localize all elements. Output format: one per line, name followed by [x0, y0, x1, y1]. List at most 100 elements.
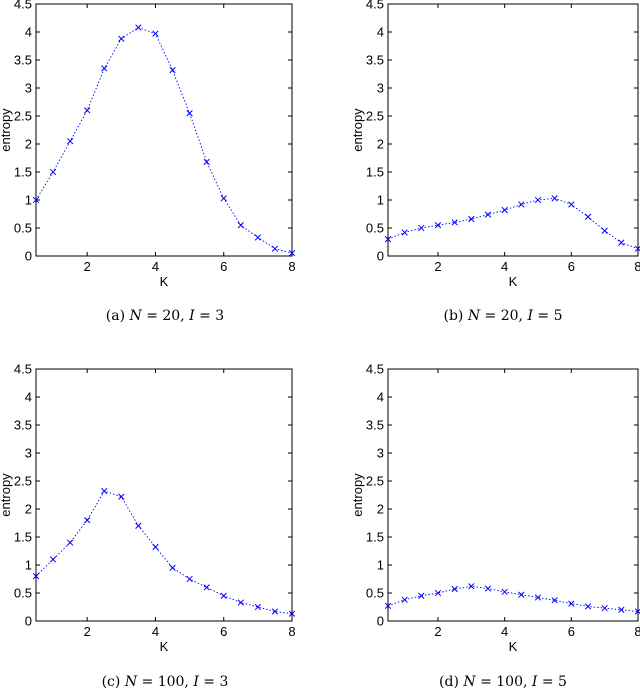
chart2-caption-i-symbol: I: [526, 308, 533, 324]
chart1-point: [203, 158, 210, 166]
chart4-ylabel: entropy: [350, 473, 365, 517]
chart3-ytick-label: 3.5: [14, 418, 32, 433]
chart1-xlabel: K: [160, 274, 169, 289]
chart1-ytick-label: 2.5: [14, 109, 32, 124]
chart1-point: [254, 234, 262, 241]
chart4-axes-frame: [387, 368, 639, 622]
chart3-ytick-label: 0: [25, 614, 32, 629]
chart2-point: [551, 195, 558, 202]
chart2-point: [484, 211, 492, 218]
chart2-xtick-label: 8: [634, 259, 640, 274]
chart2-caption-n-symbol: N: [467, 308, 481, 324]
chart1-point: [32, 196, 40, 204]
chart4-series-line: [387, 585, 639, 612]
chart4-ytick-label: 0.5: [366, 586, 384, 601]
chart4-point: [601, 604, 608, 612]
chart3-ytick-label: 3: [25, 446, 32, 461]
chart3-ytick-label: 2: [25, 502, 32, 517]
chart1-xtick-label: 2: [84, 259, 91, 274]
chart2-ytick-label: 4.5: [366, 0, 384, 12]
chart4-ytick-label: 1: [377, 558, 384, 573]
chart2-ytick-label: 2.5: [366, 109, 384, 124]
chart3-point: [84, 517, 91, 524]
chart3-caption-n-symbol: N: [124, 674, 138, 690]
chart2-caption: (b) N = 20, I = 5: [443, 308, 562, 324]
chart1-point: [135, 24, 142, 31]
chart3-axes-frame: [35, 368, 293, 622]
chart1-caption-letter: (a): [106, 308, 130, 324]
chart3-point: [271, 608, 279, 615]
chart4-xtick-label: 6: [568, 624, 575, 639]
chart3-point: [101, 487, 108, 495]
chart2-xlabel: K: [509, 274, 518, 289]
chart4-ytick-label: 2.5: [366, 474, 384, 489]
chart3-point: [135, 522, 142, 529]
chart4-xtick-label: 2: [434, 624, 441, 639]
chart3-point: [169, 564, 176, 571]
chart3-point: [152, 543, 159, 551]
chart1-axes-frame: [35, 3, 293, 257]
chart4-point: [384, 602, 392, 610]
chart4-point: [451, 585, 458, 593]
chart3-caption-i-value: = 3: [199, 674, 229, 690]
chart3-ytick-label: 2.5: [14, 474, 32, 489]
chart4-point: [401, 596, 408, 603]
chart2-caption-n-value: = 20,: [480, 308, 527, 324]
chart2-point: [601, 227, 608, 234]
chart3-point: [186, 575, 193, 583]
chart4-caption-n-symbol: N: [462, 674, 476, 690]
chart3-ytick-label: 1: [25, 558, 32, 573]
chart4-xtick-label: 8: [634, 624, 640, 639]
chart3-caption-n-value: = 100,: [137, 674, 193, 690]
chart2-point: [568, 201, 575, 208]
chart2-point: [468, 215, 475, 223]
chart3-point: [32, 573, 40, 580]
chart3-ytick-label: 4: [25, 390, 32, 405]
chart4-point: [501, 588, 508, 596]
chart3-xlabel: K: [160, 639, 169, 654]
chart4-xtick-label: 4: [501, 624, 508, 639]
chart2-ytick-label: 3.5: [366, 53, 384, 68]
chart1-ytick-label: 3.5: [14, 53, 32, 68]
chart2-point: [584, 213, 592, 220]
chart3-xtick-label: 2: [84, 624, 91, 639]
chart1-xtick-label: 4: [152, 259, 159, 274]
chart4-point: [418, 592, 425, 599]
chart2-point: [418, 224, 425, 232]
chart3-ytick-label: 0.5: [14, 586, 32, 601]
chart2-point: [618, 239, 625, 246]
chart3-point: [203, 584, 210, 591]
chart1-ylabel: entropy: [0, 108, 13, 152]
chart1-ytick-label: 1.5: [14, 165, 32, 180]
chart4-point: [568, 600, 575, 607]
chart4-point: [584, 603, 592, 610]
chart2-ytick-label: 0.5: [366, 221, 384, 236]
chart2-ytick-label: 1: [377, 193, 384, 208]
chart1-point: [49, 168, 57, 176]
chart1-point: [84, 107, 91, 114]
chart1-ytick-label: 4.5: [14, 0, 32, 12]
chart3-xtick-label: 8: [288, 624, 295, 639]
chart1-caption-i-symbol: I: [188, 308, 195, 324]
chart4-point: [618, 606, 625, 613]
chart2-xtick-label: 4: [501, 259, 508, 274]
chart1-xtick-label: 8: [288, 259, 295, 274]
chart1-point: [118, 35, 125, 42]
chart2-caption-letter: (b): [443, 308, 467, 324]
chart4-ytick-label: 3: [377, 446, 384, 461]
chart1-ytick-label: 2: [25, 137, 32, 152]
chart4-caption: (d) N = 100, I = 5: [439, 674, 567, 690]
chart2-ylabel: entropy: [350, 108, 365, 152]
chart4-point: [434, 589, 442, 597]
chart2-point: [634, 245, 640, 252]
chart1-caption-i-value: = 3: [195, 308, 225, 324]
chart4-ytick-label: 4: [377, 390, 384, 405]
chart3-point: [237, 599, 244, 606]
chart2-caption-i-value: = 5: [533, 308, 563, 324]
chart4-point: [468, 583, 475, 590]
chart4-caption-n-value: = 100,: [476, 674, 532, 690]
chart4-xlabel: K: [509, 639, 518, 654]
